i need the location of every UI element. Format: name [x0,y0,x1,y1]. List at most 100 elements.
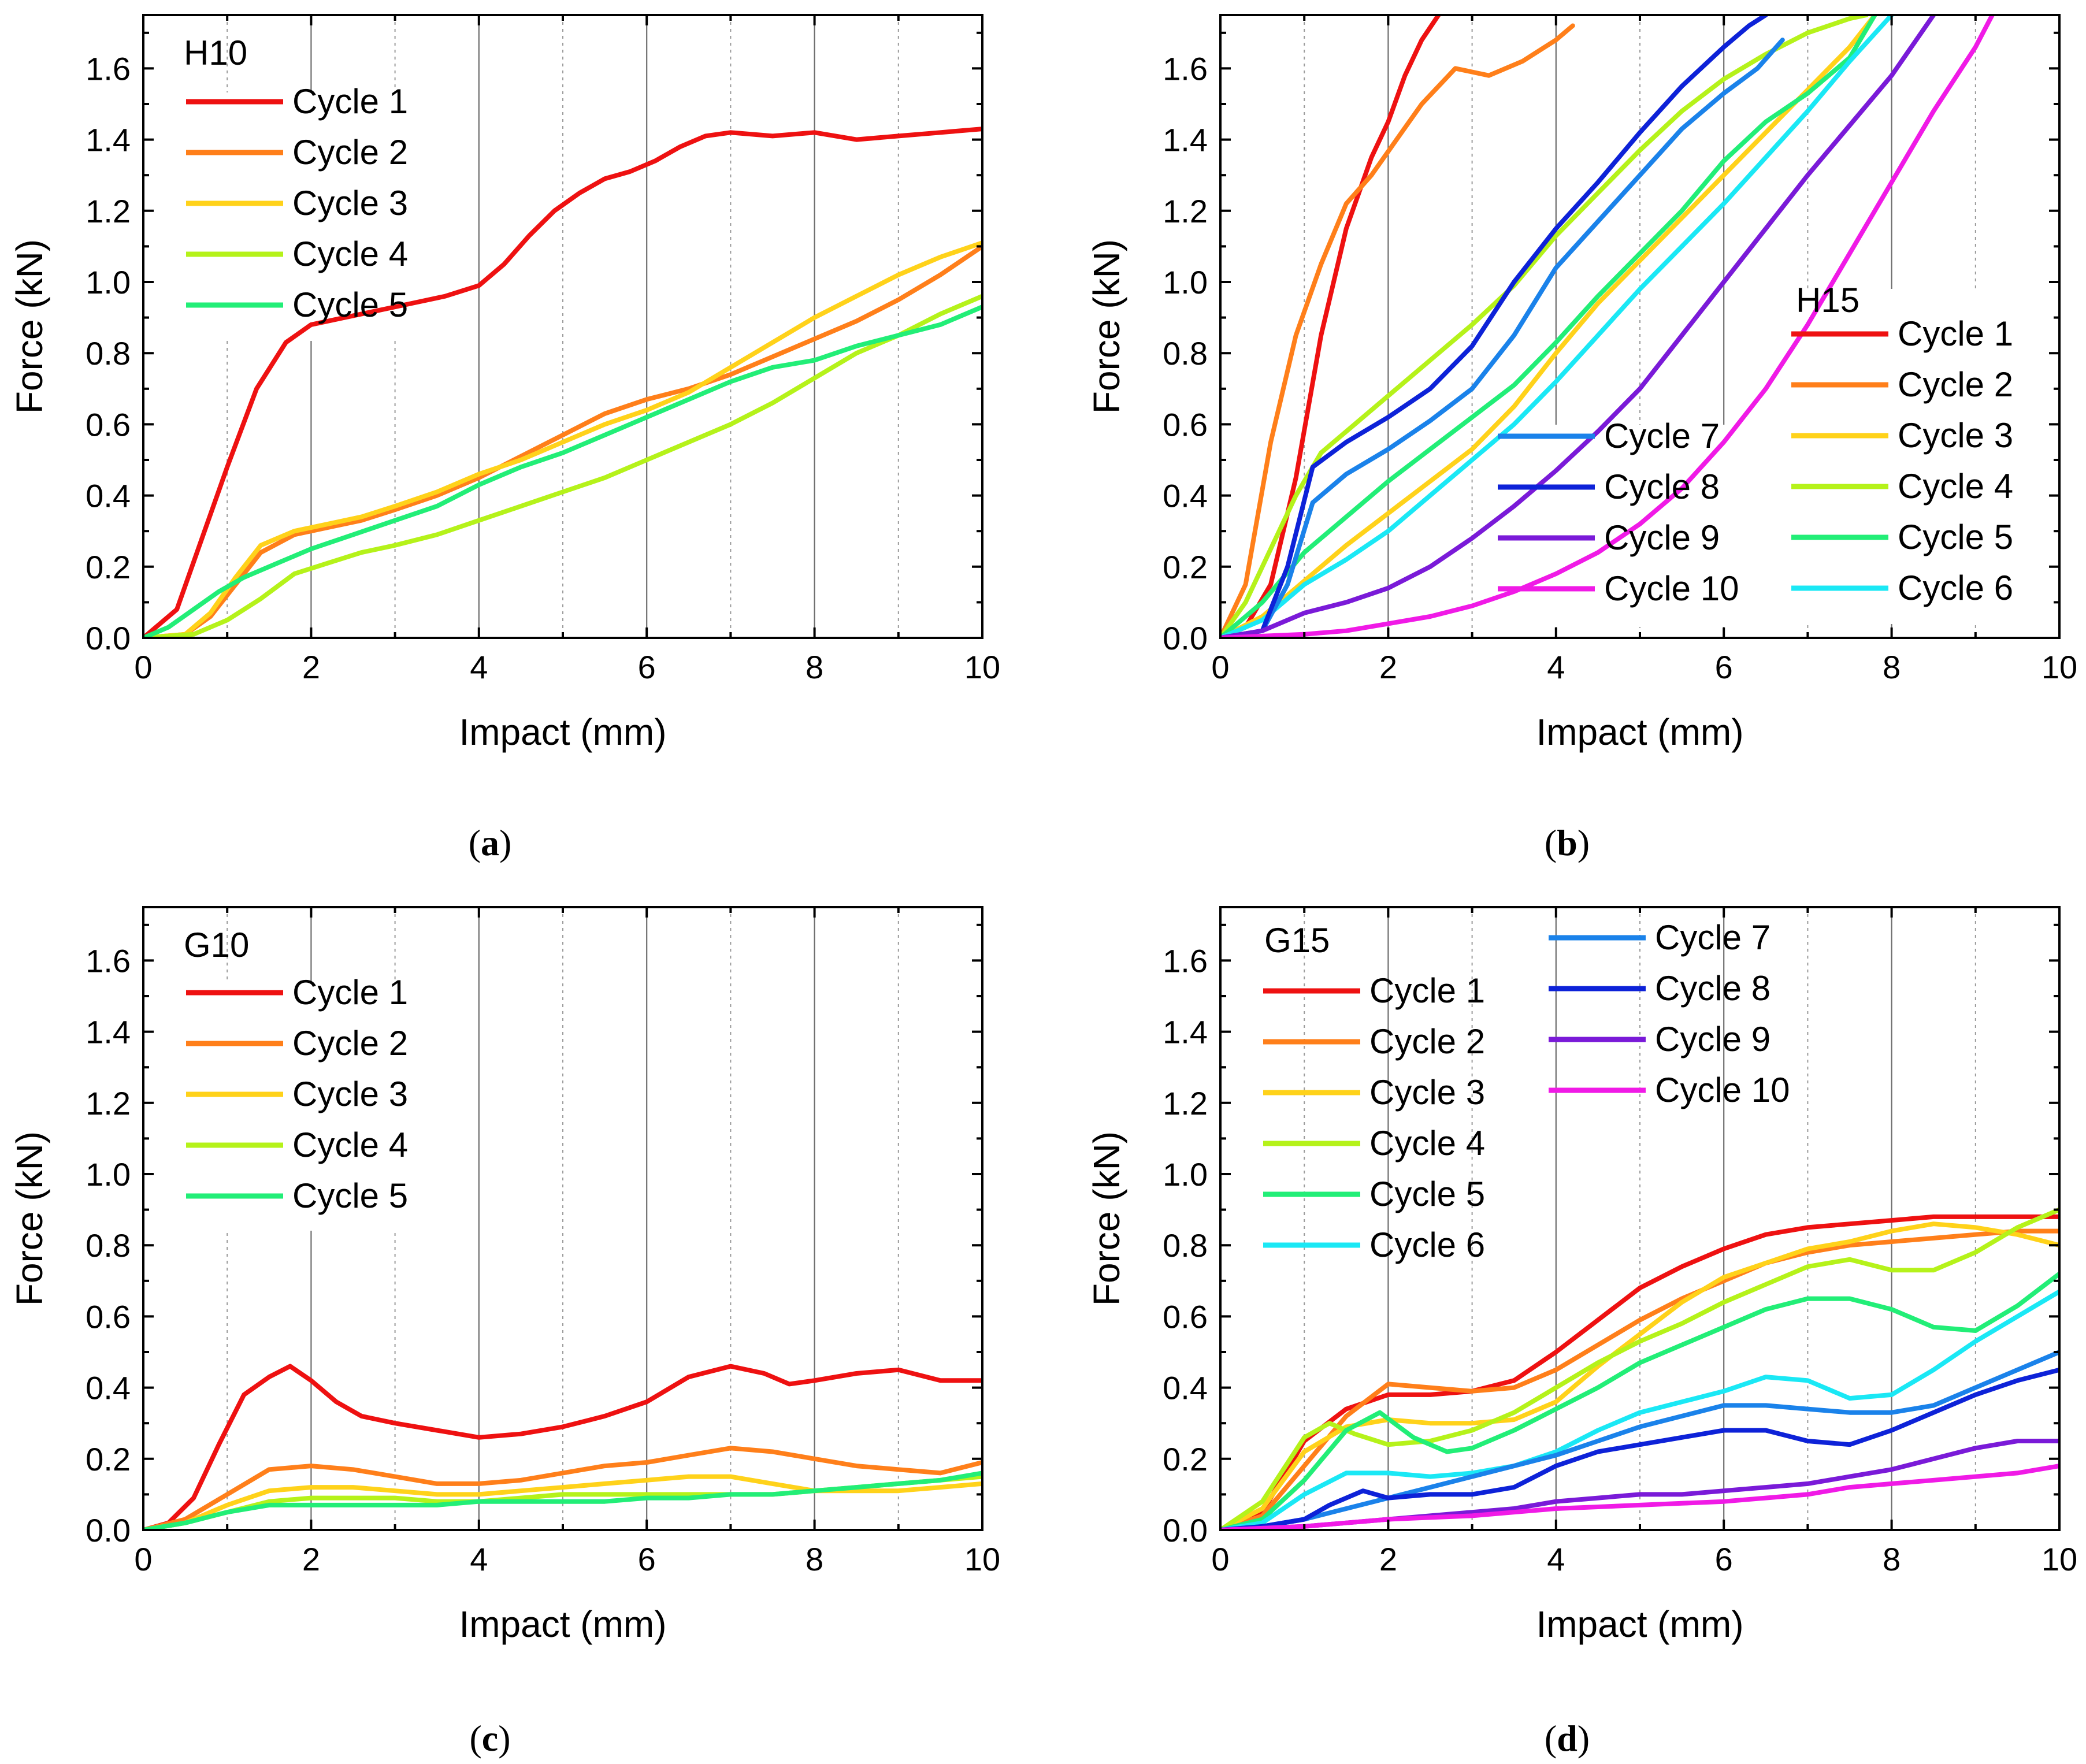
legend-label: Cycle 4 [292,1126,408,1164]
x-tick-label: 8 [1883,1541,1901,1577]
panel-title: H10 [184,34,247,72]
legend-label: Cycle 1 [292,82,408,121]
legend-label: Cycle 8 [1604,467,1720,506]
legend-entry: Cycle 3 [186,1075,408,1113]
y-tick-label: 0.8 [1163,1227,1208,1264]
y-tick-label: 0.4 [1163,1370,1208,1406]
series-line [143,1364,982,1530]
y-tick-label: 1.4 [86,1014,131,1050]
series-line [1220,15,1894,638]
legend-label: Cycle 7 [1655,918,1770,957]
panel-a: 0 2 4 6 8 10 0.0 0.2 0.4 0.6 0.8 1.0 1.2 1.4 1.6 Impact… [9,14,1000,863]
legend-entry: Cycle 8 [1549,969,1770,1008]
legend-entry: Cycle 5 [186,1176,408,1215]
legend-entry: Cycle 8 [1498,467,1720,506]
x-tick-label: 10 [2042,1541,2077,1577]
panel-label-letter: b [1557,822,1578,863]
panel-label-open: ( [1545,1718,1557,1759]
legend-entry: Cycle 1 [186,82,408,121]
y-axis-title: Force (kN) [9,1131,50,1306]
x-tick-label: 6 [1715,1541,1733,1577]
legend-entry: Cycle 2 [186,1024,408,1063]
y-tick-label: 1.6 [86,942,131,979]
series-line [1220,1367,2059,1530]
legend-entry: Cycle 4 [186,235,408,273]
legend-entry: Cycle 1 [1791,314,2013,353]
panel-label-close: ) [1578,1718,1590,1759]
panel-c: 0 2 4 6 8 10 0.0 0.2 0.4 0.6 0.8 1.0 1.2 1.4 1.6 Impact… [9,906,1000,1759]
y-tick-label: 1.4 [1163,122,1208,158]
y-tick-label: 0.2 [1163,549,1208,585]
panel-label: (a) [469,822,512,863]
panel-label-letter: d [1557,1718,1578,1759]
x-tick-label: 6 [638,1541,656,1577]
series-line [143,127,982,638]
y-axis-title: Force (kN) [1086,239,1127,414]
y-tick-label: 0.0 [1163,1512,1208,1548]
legend-label: Cycle 9 [1604,518,1720,557]
legend-label: Cycle 3 [292,184,408,222]
series-line [1220,1207,2059,1530]
y-tick-label: 1.6 [1163,942,1208,979]
x-tick-label: 8 [806,1541,823,1577]
y-tick-label: 1.2 [86,1085,131,1121]
legend-background [179,982,445,1231]
series-line [1220,15,1995,638]
x-tick-label: 0 [1211,1541,1229,1577]
panel-label-open: ( [1545,822,1557,863]
y-tick-label: 1.2 [1163,1085,1208,1121]
series-line [1220,1350,2059,1530]
legend-label: Cycle 10 [1604,569,1739,608]
legend-label: Cycle 1 [1369,971,1485,1010]
y-tick-label: 1.0 [1163,1156,1208,1193]
y-tick-label: 0.8 [86,335,131,372]
legend-entry: Cycle 2 [1791,365,2013,404]
legend-label: Cycle 10 [1655,1071,1790,1109]
legend-entry: Cycle 6 [1263,1225,1485,1264]
legend-label: Cycle 4 [1898,467,2013,506]
panel-title: H15 [1796,281,1859,320]
series-group [1220,15,1995,638]
panel-label-open: ( [469,1718,481,1759]
x-tick-label: 4 [470,649,488,685]
series-group [143,127,982,638]
legend-label: Cycle 2 [292,1024,408,1063]
legend-entry: Cycle 4 [1791,467,2013,506]
legend-label: Cycle 7 [1604,417,1720,455]
panel-label-close: ) [499,822,511,863]
panel-label: (b) [1545,822,1590,863]
y-tick-label: 0.4 [1163,478,1208,514]
y-tick-label: 0.6 [1163,406,1208,443]
legend-label: Cycle 5 [292,285,408,324]
series-line [1220,38,1785,638]
panel-label-close: ) [498,1718,510,1759]
series-line [143,1446,982,1530]
x-tick-label: 8 [806,649,823,685]
x-tick-label: 10 [2042,649,2077,685]
y-tick-label: 0.8 [1163,335,1208,372]
y-tick-label: 1.0 [86,264,131,300]
x-tick-label: 4 [1547,649,1565,685]
x-axis-title: Impact (mm) [459,711,666,753]
legend-label: Cycle 3 [292,1075,408,1113]
legend-label: Cycle 5 [1898,518,2013,556]
x-tick-label: 2 [302,1541,320,1577]
y-tick-label: 0.0 [1163,620,1208,656]
legend-label: Cycle 2 [1898,365,2013,404]
x-tick-label: 0 [134,649,152,685]
series-line [1220,1289,2059,1530]
panel-label-letter: c [482,1718,498,1759]
legend-entry: Cycle 7 [1498,417,1720,455]
y-axis-title: Force (kN) [9,239,50,414]
legend-label: Cycle 6 [1898,569,2013,607]
y-tick-label: 1.0 [86,1156,131,1193]
x-axis-title: Impact (mm) [459,1603,666,1645]
series-line [1220,15,1936,638]
legend-entry: Cycle 4 [1263,1124,1485,1163]
x-tick-label: 2 [1379,649,1397,685]
x-tick-label: 4 [470,1541,488,1577]
y-tick-label: 1.0 [1163,264,1208,300]
legend-entry: Cycle 9 [1498,518,1720,557]
legend-entry: Cycle 5 [1263,1175,1485,1213]
